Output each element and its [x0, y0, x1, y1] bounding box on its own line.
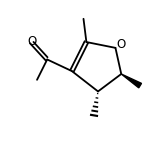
Polygon shape: [121, 74, 141, 88]
Text: O: O: [116, 38, 125, 52]
Text: O: O: [27, 35, 37, 48]
